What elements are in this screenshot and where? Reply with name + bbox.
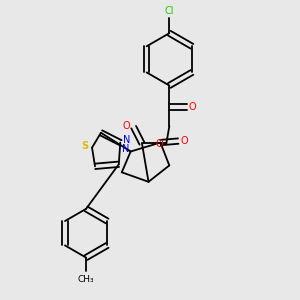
Text: CH₃: CH₃ [78, 274, 94, 284]
Text: O: O [155, 140, 163, 149]
Text: O: O [122, 121, 130, 130]
Text: N: N [122, 144, 129, 154]
Text: O: O [189, 102, 196, 112]
Text: S: S [81, 141, 88, 151]
Text: N: N [122, 135, 130, 145]
Text: O: O [181, 136, 188, 146]
Text: Cl: Cl [165, 6, 174, 16]
